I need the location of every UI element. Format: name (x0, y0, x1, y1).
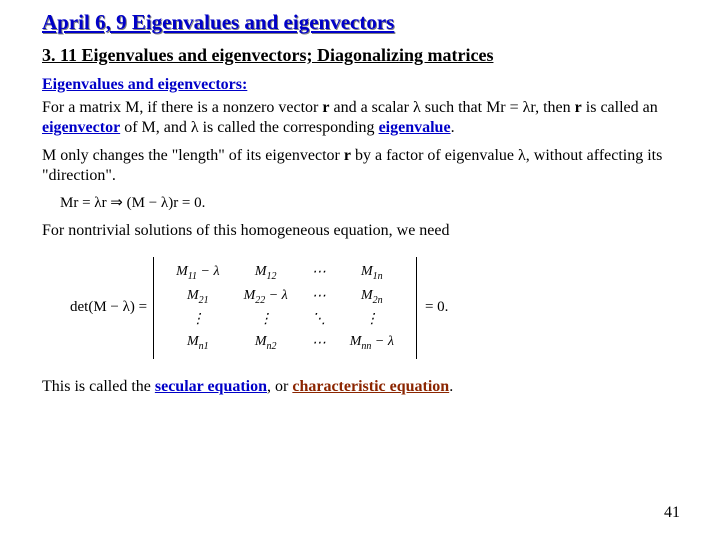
equation-implication: Mr = λr ⇒ (M − λ)r = 0. (60, 194, 680, 213)
det-matrix: M11 − λ M12 ⋯ M1n M21 M22 − λ ⋯ M2n ⋮ ⋮ … (153, 257, 417, 359)
text: For a matrix M, if there is a nonzero ve… (42, 99, 322, 116)
paragraph-length: M only changes the "length" of its eigen… (42, 146, 680, 186)
equation-inline: Mr = λr, (486, 99, 539, 116)
matrix-cell: ⋮ (338, 308, 406, 331)
matrix-cell: Mn2 (232, 331, 300, 355)
det-equals-zero: = 0. (425, 299, 448, 316)
matrix-cell: M2n (338, 285, 406, 309)
lambda: λ (191, 119, 199, 136)
slide-subtitle: 3. 11 Eigenvalues and eigenvectors; Diag… (42, 45, 680, 66)
paragraph-nontrivial: For nontrivial solutions of this homogen… (42, 221, 680, 241)
matrix-cell: ⋮ (164, 308, 231, 331)
keyword-eigenvector: eigenvector (42, 119, 120, 136)
vector-r: r (575, 99, 582, 116)
text: is called an (582, 99, 658, 116)
lambda: λ (518, 147, 526, 164)
paragraph-secular: This is called the secular equation, or … (42, 377, 680, 397)
matrix-cell: ⋯ (300, 331, 338, 355)
matrix-cell: M12 (232, 261, 300, 285)
equation: Mr = λr ⇒ (M − λ)r = 0. (60, 195, 205, 211)
keyword-eigenvalue: eigenvalue (379, 119, 451, 136)
matrix-cell: ⋱ (300, 308, 338, 331)
text: M only changes the "length" of its eigen… (42, 147, 344, 164)
lambda: λ (413, 99, 421, 116)
slide-title: April 6, 9 Eigenvalues and eigenvectors (42, 10, 680, 35)
text: is called the corresponding (199, 119, 379, 136)
keyword-secular: secular equation (155, 378, 267, 395)
text: This is called the (42, 378, 155, 395)
det-label: det(M − λ) = (70, 299, 147, 316)
text: and a scalar (329, 99, 413, 116)
page-number: 41 (664, 504, 680, 522)
vector-r: r (344, 147, 351, 164)
matrix-cell: M11 − λ (164, 261, 231, 285)
section-heading: Eigenvalues and eigenvectors: (42, 76, 680, 94)
determinant-equation: det(M − λ) = M11 − λ M12 ⋯ M1n M21 M22 −… (70, 257, 680, 359)
keyword-characteristic: characteristic equation (292, 378, 449, 395)
matrix-cell: ⋮ (232, 308, 300, 331)
paragraph-definition: For a matrix M, if there is a nonzero ve… (42, 98, 680, 138)
text: by a factor of eigenvalue (351, 147, 518, 164)
matrix-cell: ⋯ (300, 285, 338, 309)
matrix-cell: Mn1 (164, 331, 231, 355)
text: then (539, 99, 575, 116)
text: , or (267, 378, 292, 395)
matrix-cell: M1n (338, 261, 406, 285)
text: . (451, 119, 455, 136)
matrix-cell: M22 − λ (232, 285, 300, 309)
text: of M, and (120, 119, 191, 136)
matrix-table: M11 − λ M12 ⋯ M1n M21 M22 − λ ⋯ M2n ⋮ ⋮ … (164, 261, 406, 355)
matrix-cell: M21 (164, 285, 231, 309)
matrix-cell: ⋯ (300, 261, 338, 285)
matrix-cell: Mnn − λ (338, 331, 406, 355)
text: . (449, 378, 453, 395)
text: such that (421, 99, 486, 116)
